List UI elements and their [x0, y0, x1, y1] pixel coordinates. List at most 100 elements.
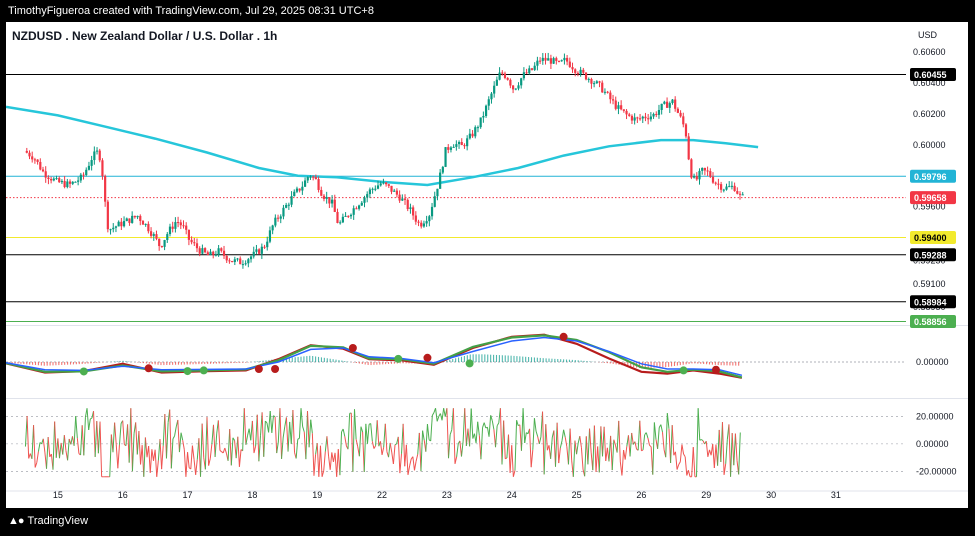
oscillator-segment: [399, 453, 403, 474]
oscillator-segment: [253, 445, 257, 454]
oscillator-segment: [237, 436, 240, 467]
candle-body: [95, 150, 99, 152]
momentum-cross-dot: [423, 353, 432, 362]
candle-body: [720, 184, 723, 190]
price-tag: [910, 67, 956, 81]
oscillator-segment: [232, 437, 235, 441]
oscillator-segment: [358, 426, 362, 457]
oscillator-segment: [456, 443, 459, 457]
oscillator-segment: [308, 419, 312, 448]
candle-body: [349, 214, 353, 217]
candle-body: [298, 188, 301, 191]
oscillator-segment: [54, 421, 57, 458]
candle-body: [452, 146, 455, 148]
candle-body: [171, 226, 174, 229]
oscillator-segment: [701, 439, 704, 442]
oscillator-segment: [529, 428, 532, 468]
candle-body: [279, 216, 282, 219]
oscillator-segment: [201, 423, 205, 458]
momentum-cross-dot: [271, 365, 280, 373]
oscillator-segment: [251, 420, 255, 454]
candle-body: [520, 78, 523, 86]
oscillator-segment: [217, 420, 221, 451]
candle-body: [692, 176, 696, 178]
chart-title: NZDUSD . New Zealand Dollar / U.S. Dolla…: [12, 29, 277, 43]
chart-canvas[interactable]: NZDUSD . New Zealand Dollar / U.S. Dolla…: [6, 22, 968, 508]
candle-body: [39, 161, 42, 170]
candle-body: [228, 260, 231, 262]
candle-body: [541, 57, 544, 61]
candle-body: [676, 108, 679, 113]
oscillator-segment: [375, 420, 378, 446]
candle-body: [503, 73, 507, 78]
candle-body: [557, 60, 561, 62]
oscillator-segment: [63, 435, 67, 451]
time-axis-label: 15: [53, 490, 63, 500]
candle-body: [160, 246, 163, 248]
candle-body: [606, 91, 609, 93]
candle-body: [128, 218, 131, 223]
footer: ▲● TradingView: [8, 515, 88, 527]
oscillator-segment: [666, 413, 670, 429]
candle-body: [395, 190, 399, 195]
momentum-cross-dot: [199, 366, 208, 375]
oscillator-segment: [402, 423, 406, 467]
oscillator-segment: [93, 411, 96, 457]
oscillator-segment: [545, 424, 548, 451]
candle-body: [449, 147, 453, 150]
oscillator-segment: [537, 436, 540, 445]
candle-body: [214, 254, 218, 256]
oscillator-segment: [488, 415, 492, 437]
oscillator-segment: [574, 440, 578, 455]
oscillator-segment: [149, 449, 153, 473]
candle-body: [147, 223, 150, 232]
oscillator-segment: [306, 411, 310, 448]
oscillator-segment: [520, 408, 524, 451]
candle-body: [201, 248, 204, 254]
oscillator-segment: [637, 420, 641, 451]
tradingview-logo-icon: ▲●: [8, 515, 25, 527]
oscillator-segment: [431, 412, 435, 416]
candle-body: [366, 194, 369, 198]
candle-body: [217, 248, 220, 255]
oscillator-segment: [200, 423, 203, 477]
candle-body: [722, 189, 725, 191]
candle-body: [601, 82, 604, 93]
oscillator-segment: [717, 429, 720, 466]
candle-body: [582, 69, 585, 73]
candle-body: [574, 69, 577, 73]
candle-body: [155, 234, 158, 239]
candle-body: [290, 196, 293, 205]
oscillator-segment: [687, 470, 691, 477]
momentum-cross-dot: [348, 344, 357, 352]
oscillator-segment: [464, 408, 467, 446]
candle-body: [263, 246, 266, 248]
candle-body: [528, 68, 531, 74]
oscillator-segment: [665, 413, 668, 458]
candle-body: [393, 190, 396, 192]
candle-body: [649, 116, 652, 120]
candle-body: [560, 60, 563, 62]
oscillator-tick-label: -20.00000: [916, 466, 957, 476]
time-axis-label: 18: [247, 490, 257, 500]
candle-body: [506, 77, 509, 80]
oscillator-segment: [130, 408, 133, 472]
candle-body: [609, 92, 612, 100]
oscillator-segment: [292, 410, 296, 453]
oscillator-segment: [47, 437, 51, 457]
candle-body: [231, 261, 234, 263]
time-axis-label: 22: [377, 490, 387, 500]
price-tag: [910, 191, 956, 205]
oscillator-segment: [281, 437, 284, 459]
candle-body: [482, 116, 485, 118]
oscillator-segment: [329, 452, 333, 470]
candle-body: [509, 79, 512, 86]
candle-body: [422, 223, 426, 227]
candle-body: [60, 181, 64, 183]
candle-body: [247, 259, 250, 264]
oscillator-segment: [514, 420, 518, 471]
candle-body: [471, 133, 474, 137]
oscillator-segment: [530, 449, 534, 468]
oscillator-segment: [415, 454, 419, 462]
oscillator-segment: [661, 432, 665, 450]
